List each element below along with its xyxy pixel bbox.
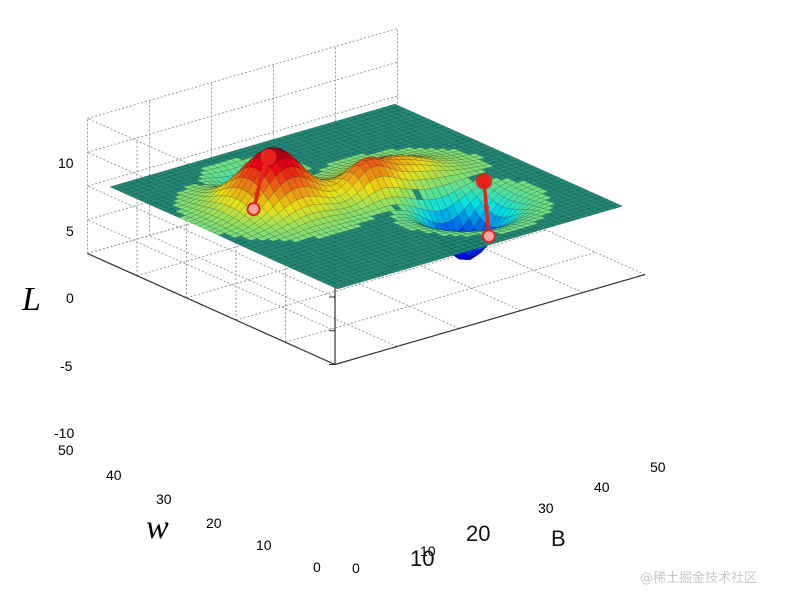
z-tick-labels: 10 5 0 -5 -10 [54,155,74,441]
path-segment [255,175,263,197]
b-tick: 10 [420,543,436,559]
w-tick: 30 [156,491,172,507]
path-end [246,202,261,217]
b-tick: 50 [650,459,666,475]
b-tick-large: 10 [410,546,434,571]
z-tick: -5 [60,358,73,374]
b-tick: 40 [594,479,610,495]
w-tick: 0 [313,559,321,575]
path-start [476,173,492,190]
b-tick-labels: 0 10 30 40 50 10 20 [352,459,666,576]
z-axis-label: L [21,281,41,318]
descent-paths [246,149,496,244]
b-axis-label: B [551,526,566,551]
z-tick: 5 [66,223,74,239]
w-tick: 20 [206,515,222,531]
watermark: @稀土掘金技术社区 [640,570,757,586]
w-tick-labels: 50 40 30 20 10 0 [58,442,321,575]
path-start [260,149,277,166]
b-tick-large: 20 [466,521,490,546]
b-tick: 30 [538,500,554,516]
b-tick: 0 [352,560,360,576]
w-axis-label: w [146,509,169,546]
z-tick: -10 [54,425,74,441]
z-tick: 0 [66,290,74,306]
w-tick: 10 [256,537,272,553]
path-end [481,229,496,244]
w-tick: 50 [58,442,74,458]
surface-patch [611,203,624,209]
w-tick: 40 [106,467,122,483]
z-tick: 10 [58,155,74,171]
